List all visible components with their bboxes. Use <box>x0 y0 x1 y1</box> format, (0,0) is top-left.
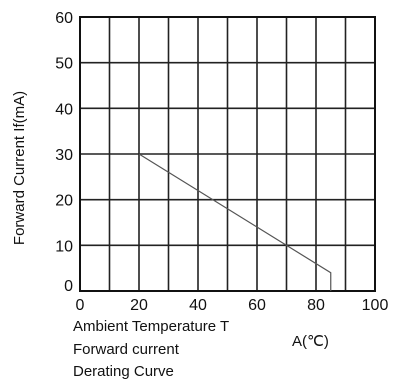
x-tick-label: 0 <box>76 297 85 314</box>
y-tick-label: 50 <box>55 56 73 73</box>
y-tick-label: 40 <box>55 101 73 118</box>
x-tick-label: 40 <box>189 297 207 314</box>
x-tick-label: 100 <box>362 297 389 314</box>
x-tick-label: 20 <box>130 297 148 314</box>
y-tick-label: 30 <box>55 147 73 164</box>
y-tick-label: 10 <box>55 238 73 255</box>
y-tick-label: 60 <box>55 10 73 27</box>
x-axis-label: Ambient Temperature T <box>73 318 229 335</box>
plot-frame <box>79 16 376 292</box>
x-tick-labels: 0 20 40 60 80 100 <box>76 297 389 314</box>
y-tick-label: 20 <box>55 193 73 210</box>
derating-curve-line <box>138 153 332 291</box>
x-tick-label: 60 <box>248 297 266 314</box>
grid <box>80 17 375 291</box>
series-group <box>138 153 332 291</box>
y-axis-label: Forward Current If(mA) <box>11 91 28 245</box>
caption-line-2: Derating Curve <box>73 363 174 380</box>
y-tick-label: 0 <box>64 278 73 295</box>
x-axis-unit: A(℃) <box>292 333 329 350</box>
y-tick-labels: 0 10 20 30 40 50 60 <box>55 10 73 295</box>
x-tick-label: 80 <box>307 297 325 314</box>
caption-line-1: Forward current <box>73 341 180 358</box>
